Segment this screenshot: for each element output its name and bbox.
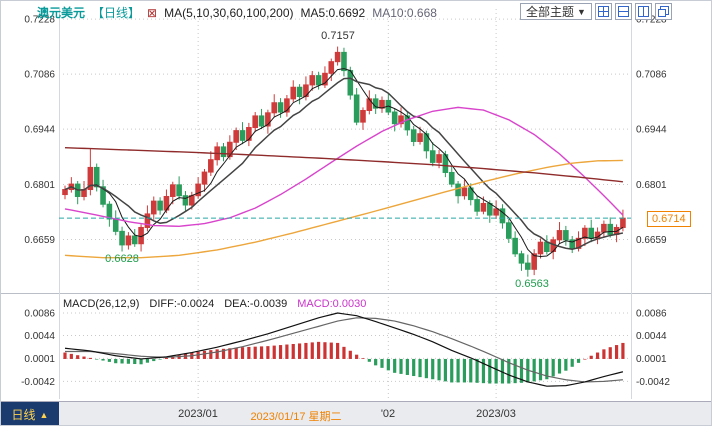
svg-text:0.0044: 0.0044 [636,331,667,342]
triangle-up-icon: ▲ [39,409,49,420]
svg-text:0.6801: 0.6801 [636,180,667,191]
svg-text:0.6659: 0.6659 [24,235,55,246]
split-rows-icon [617,6,629,17]
chart-canvas[interactable]: 0.7228 0.7228 0.7086 0.7086 0.6944 0.6944 0.68… [1,1,712,401]
chevron-down-icon: ▼ [577,6,586,17]
grid-2x2-icon [597,6,609,17]
time-axis-label: 2023/01/17 星期二 [250,411,342,423]
theme-select-label: 全部主题 [526,5,575,19]
svg-text:0.0001: 0.0001 [24,354,55,365]
indicator-close-icon[interactable]: ⊠ [147,5,158,20]
svg-text:-0.0042: -0.0042 [636,377,670,388]
period-tab-daily[interactable]: 日线 ▲ [1,402,59,425]
layout-columns-button[interactable] [634,3,652,20]
cascade-windows-icon [657,6,669,17]
period-tab-label: 日线 [11,408,36,422]
svg-text:0.0001: 0.0001 [636,354,667,365]
svg-text:0.7228: 0.7228 [636,15,667,26]
layout-rows-button[interactable] [614,3,632,20]
svg-text:0.6944: 0.6944 [636,125,667,136]
last-price-tag: 0.6714 [647,211,691,227]
svg-text:0.7086: 0.7086 [24,70,55,81]
axis-labels-layer: 0.7228 0.7228 0.7086 0.7086 0.6944 0.6944 0.68… [21,15,670,388]
svg-text:-0.0042: -0.0042 [21,377,55,388]
theme-select-button[interactable]: 全部主题 ▼ [520,3,592,20]
svg-text:0.6801: 0.6801 [24,180,55,191]
split-columns-icon [637,6,649,17]
svg-text:0.7228: 0.7228 [24,15,55,26]
ma-darkred-line [64,146,623,183]
chart-toolbar: 全部主题 ▼ [520,3,672,20]
layout-grid-button[interactable] [594,3,612,20]
svg-text:0.0044: 0.0044 [24,331,55,342]
cascade-windows-button[interactable] [654,3,672,20]
ma-orange-line [64,159,623,259]
ma10-line [64,77,624,251]
svg-text:0.0086: 0.0086 [636,309,667,320]
time-axis-label: 2023/01 [178,408,218,420]
time-axis-label: 2023/03 [476,408,516,420]
time-axis-bar: 日线 ▲ 2023/01 2023/01/17 星期二 '02 2023/03 [1,401,711,425]
svg-text:0.0086: 0.0086 [24,309,55,320]
time-axis-label: '02 [380,408,396,420]
svg-text:0.6659: 0.6659 [636,235,667,246]
ma-magenta-line [64,106,624,228]
svg-text:0.6944: 0.6944 [24,125,55,136]
candles-layer [62,46,626,277]
ma5-line [64,68,624,257]
svg-text:0.7086: 0.7086 [636,70,667,81]
macd-layer [63,312,625,387]
